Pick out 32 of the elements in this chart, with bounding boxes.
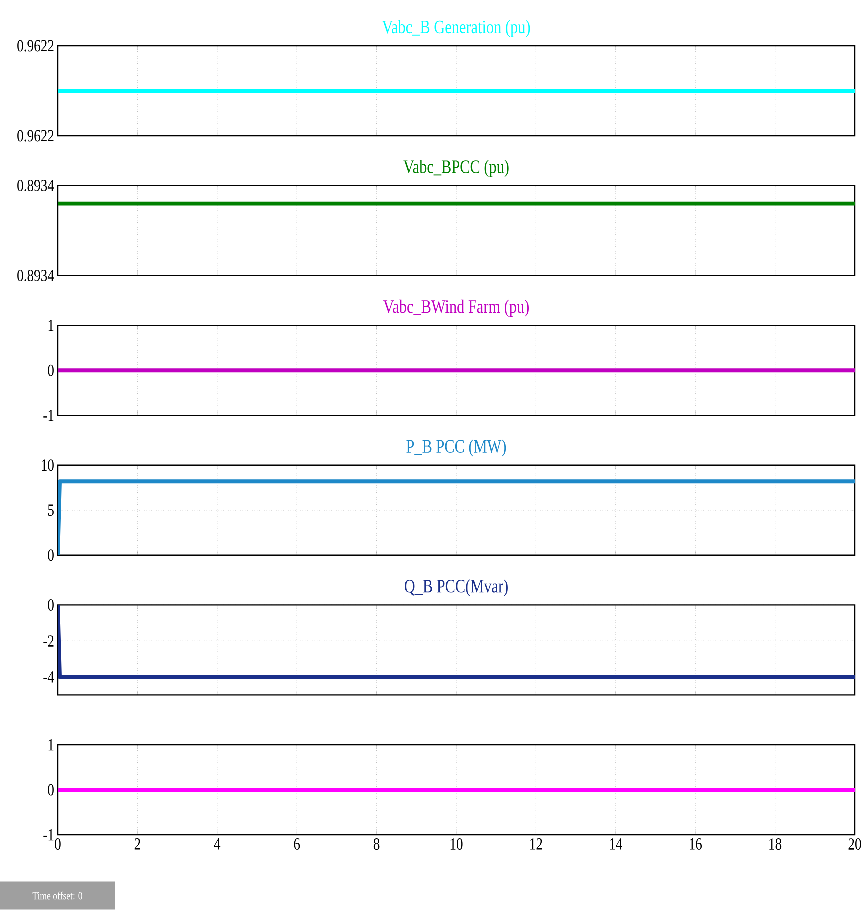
x-tick-label: 8	[374, 838, 380, 850]
y-tick-label: 0	[48, 784, 54, 796]
chart-title: Q_B PCC(Mvar)	[404, 579, 508, 597]
y-tick-label: 0.9622	[18, 130, 54, 142]
text: Time offset: 0	[32, 892, 82, 900]
y-tick-label: 10	[42, 460, 54, 472]
y-tick-label: 0.8934	[18, 270, 54, 282]
y-tick-label: 1	[48, 739, 54, 751]
x-tick-label: 12	[530, 838, 542, 850]
y-tick-label: 0	[48, 550, 54, 562]
y-tick-label: -1	[44, 829, 54, 841]
x-tick-label: 4	[214, 838, 221, 850]
y-tick-label: 0.8934	[18, 180, 54, 192]
y-tick-label: 0	[48, 599, 54, 611]
y-tick-label: 0	[48, 364, 54, 376]
y-tick-label: -4	[44, 672, 54, 683]
y-tick-label: -2	[44, 636, 54, 647]
x-tick-label: 16	[690, 838, 702, 850]
x-tick-label: 6	[294, 838, 300, 850]
x-tick-label: 18	[770, 838, 782, 850]
y-tick-label: -1	[44, 410, 54, 422]
chart-title: Vabc_BPCC (pu)	[404, 160, 509, 178]
y-tick-label: 1	[48, 320, 54, 332]
chart-title: Vabc_B Generation (pu)	[382, 20, 530, 38]
x-tick-label: 20	[848, 838, 862, 850]
y-tick-label: 0.9622	[18, 40, 54, 52]
x-tick-label: 10	[450, 838, 463, 850]
x-tick-label: 2	[134, 838, 140, 850]
chart-title: P_B PCC (MW)	[406, 440, 506, 457]
chart-title: Vabc_BWind Farm (pu)	[384, 300, 529, 318]
x-tick-label: 14	[610, 838, 622, 850]
y-tick-label: 5	[48, 504, 54, 516]
